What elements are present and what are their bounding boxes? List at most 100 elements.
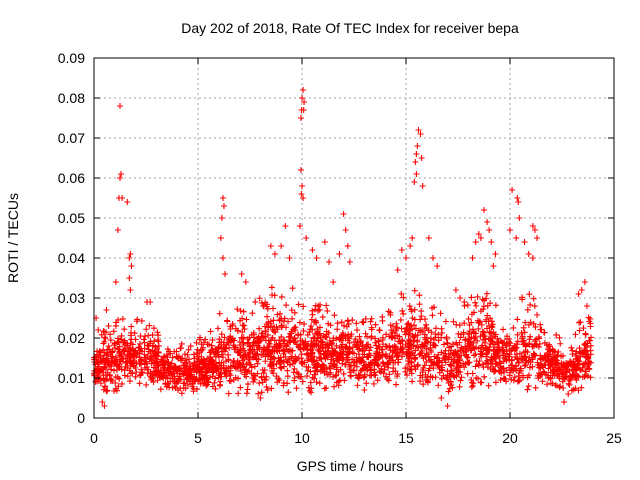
data-point — [254, 360, 261, 367]
data-point — [462, 336, 469, 343]
data-point — [490, 263, 497, 269]
data-point — [290, 369, 297, 376]
data-point — [581, 361, 588, 368]
data-point — [231, 337, 238, 344]
data-point — [458, 374, 465, 381]
data-point — [268, 284, 275, 291]
data-point — [151, 338, 158, 345]
data-point — [487, 315, 494, 322]
data-point — [506, 372, 513, 379]
data-point — [526, 341, 533, 348]
data-point — [392, 368, 399, 375]
data-point — [409, 378, 416, 385]
data-point — [585, 361, 592, 368]
data-point — [368, 367, 375, 374]
data-point — [426, 357, 433, 364]
data-point — [438, 375, 445, 382]
data-point — [294, 355, 301, 362]
data-point — [409, 235, 416, 241]
data-point — [363, 380, 370, 387]
data-point — [219, 195, 226, 201]
data-point — [110, 328, 117, 335]
data-point — [255, 333, 262, 340]
data-point — [231, 343, 238, 350]
data-point — [536, 335, 543, 342]
data-point — [386, 371, 393, 378]
data-point — [546, 341, 553, 348]
data-point — [524, 349, 531, 356]
data-point — [117, 103, 123, 109]
data-point — [374, 377, 381, 384]
data-point — [406, 330, 413, 337]
data-point — [335, 382, 342, 389]
data-point — [481, 207, 487, 213]
data-point — [577, 319, 584, 326]
data-point — [274, 379, 281, 386]
data-point — [368, 315, 375, 322]
data-point — [469, 328, 476, 335]
data-point — [104, 387, 111, 394]
data-point — [340, 370, 347, 377]
data-point — [483, 353, 490, 360]
data-point — [124, 359, 131, 366]
data-point — [477, 235, 484, 241]
data-point — [532, 384, 539, 391]
data-point — [323, 302, 330, 309]
data-point — [339, 360, 346, 367]
data-point — [119, 355, 126, 362]
data-point — [319, 344, 326, 351]
data-point — [336, 251, 343, 257]
data-points — [91, 87, 594, 409]
data-point — [311, 306, 318, 313]
data-point — [202, 336, 209, 343]
data-point — [496, 359, 503, 366]
data-point — [435, 337, 442, 344]
data-point — [268, 385, 275, 392]
data-point — [587, 323, 594, 330]
data-point — [218, 365, 225, 372]
data-point — [128, 323, 135, 330]
data-point — [420, 381, 427, 388]
data-point — [179, 370, 186, 377]
data-point — [375, 338, 382, 345]
data-point — [191, 366, 198, 373]
data-point — [268, 362, 275, 369]
data-point — [103, 307, 110, 313]
data-point — [412, 366, 419, 373]
data-point — [379, 336, 386, 343]
data-point — [232, 364, 239, 371]
data-point — [147, 299, 154, 305]
data-point — [407, 243, 414, 249]
data-point — [385, 364, 392, 371]
data-point — [472, 239, 479, 245]
data-point — [430, 341, 437, 348]
data-point — [133, 353, 140, 360]
data-point — [196, 336, 203, 343]
data-point — [575, 387, 582, 394]
data-point — [295, 301, 302, 308]
data-point — [430, 365, 437, 372]
data-point — [185, 356, 192, 363]
data-point — [521, 239, 528, 245]
data-point — [457, 377, 464, 384]
data-point — [309, 311, 316, 318]
data-point — [437, 310, 444, 317]
data-point — [555, 348, 562, 355]
data-point — [403, 350, 410, 357]
data-point — [141, 345, 148, 352]
data-point — [283, 324, 290, 331]
data-point — [513, 235, 520, 241]
data-point — [267, 318, 274, 325]
data-point — [397, 340, 404, 347]
data-point — [383, 373, 390, 380]
data-point — [303, 373, 310, 380]
data-point — [299, 378, 306, 385]
data-point — [491, 356, 498, 363]
data-point — [544, 372, 551, 379]
data-point — [510, 324, 517, 331]
data-point — [293, 385, 300, 392]
data-point — [142, 333, 149, 340]
y-tick-label: 0.06 — [58, 170, 85, 186]
data-point — [516, 215, 523, 221]
data-point — [281, 337, 288, 344]
